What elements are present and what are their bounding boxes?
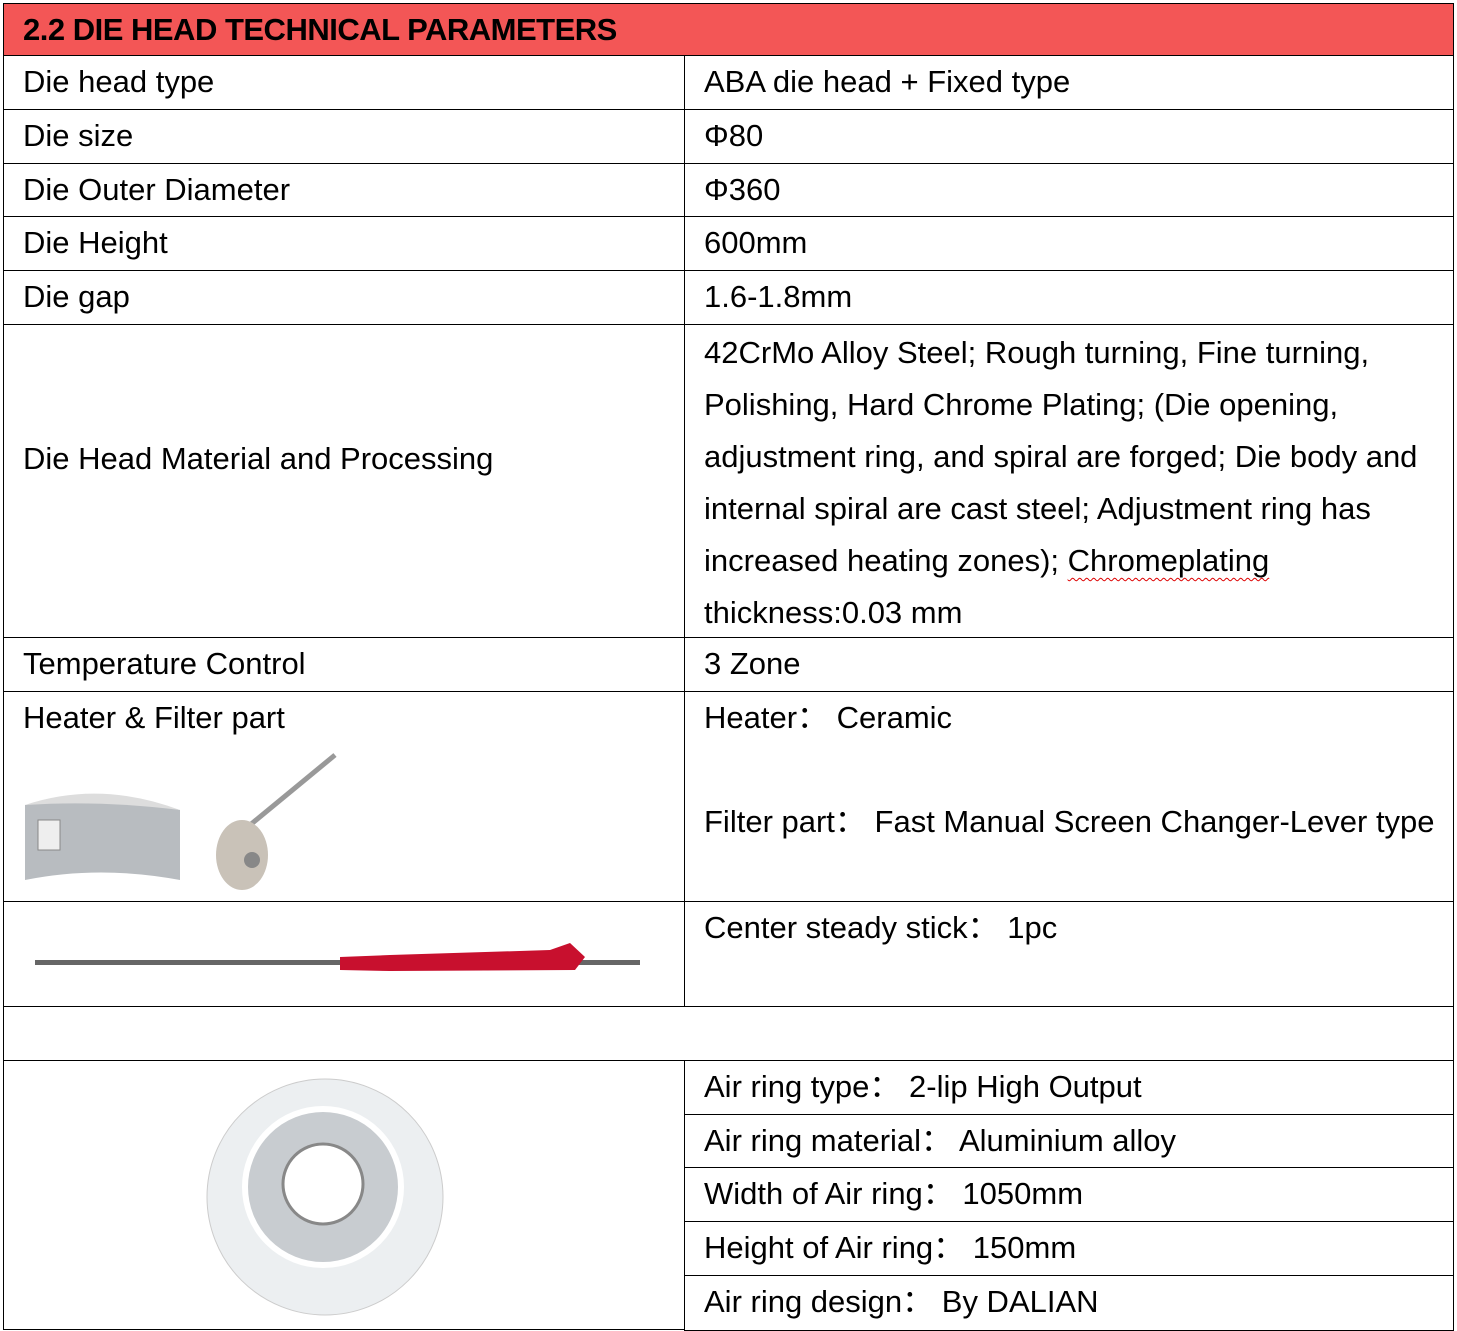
stick-value: Center steady stick： 1pc	[684, 901, 1454, 1007]
heater-filter-image	[25, 753, 337, 890]
air-ring-spec: Width of Air ring： 1050mm	[684, 1167, 1454, 1222]
param-value: ABA die head + Fixed type	[684, 55, 1454, 110]
air-ring-spec: Air ring material： Aluminium alloy	[684, 1114, 1454, 1168]
param-label: Die gap	[3, 270, 685, 325]
param-value: Φ80	[684, 109, 1454, 164]
param-label: Die head type	[3, 55, 685, 110]
param-value: 600mm	[684, 216, 1454, 271]
heater-filter-label: Heater & Filter part	[23, 700, 285, 735]
air-ring-image	[206, 1078, 444, 1316]
section-title: 2.2 DIE HEAD TECHNICAL PARAMETERS	[3, 3, 1454, 56]
air-ring-spec: Air ring type： 2-lip High Output	[684, 1060, 1454, 1115]
param-value: 1.6-1.8mm	[684, 270, 1454, 325]
heater-filter-value: Heater： Ceramic Filter part： Fast Manual…	[684, 691, 1454, 902]
param-label: Die Outer Diameter	[3, 163, 685, 217]
filter-line: Filter part： Fast Manual Screen Changer-…	[704, 804, 1435, 839]
param-value: Φ360	[684, 163, 1454, 217]
param-label: Die size	[3, 109, 685, 164]
material-value: 42CrMo Alloy Steel; Rough turning, Fine …	[684, 324, 1454, 638]
temperature-label: Temperature Control	[3, 637, 685, 692]
param-label: Die Height	[3, 216, 685, 271]
air-ring-spec: Height of Air ring： 150mm	[684, 1221, 1454, 1276]
heater-line: Heater： Ceramic	[704, 700, 953, 735]
temperature-value: 3 Zone	[684, 637, 1454, 692]
center-steady-stick-image	[35, 943, 640, 971]
empty-row	[3, 1006, 1454, 1061]
material-label: Die Head Material and Processing	[3, 324, 685, 638]
air-ring-spec: Air ring design： By DALIAN	[684, 1275, 1454, 1331]
